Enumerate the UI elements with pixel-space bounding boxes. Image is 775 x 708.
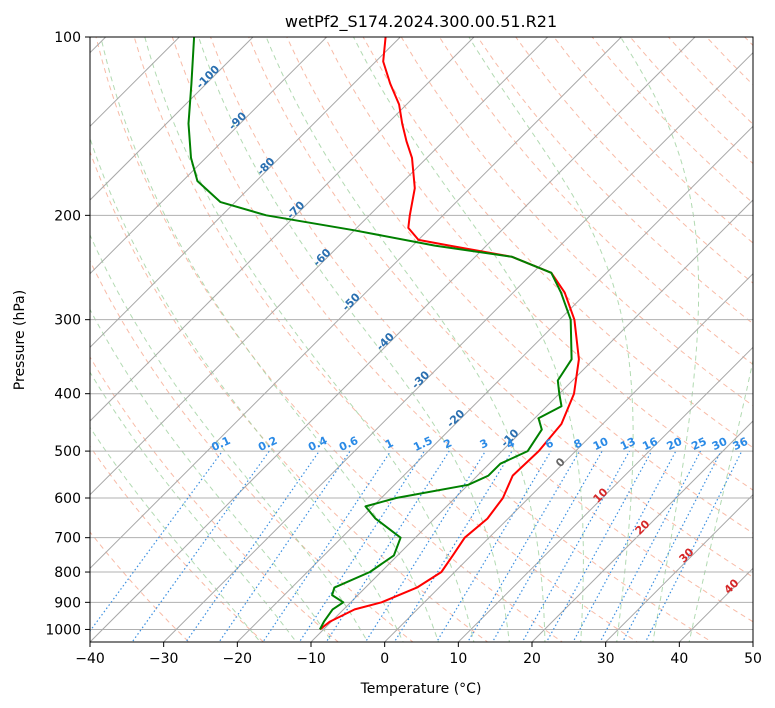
y-tick-label: 900: [54, 595, 81, 611]
plot-area: -100-90-80-70-60-50-40-30-20-100.1 0.2 0.4…: [89, 36, 754, 643]
x-tick-label: 10: [449, 651, 467, 667]
mixing-ratio-label: 36: [731, 435, 751, 453]
x-tick-label: 50: [744, 651, 762, 667]
dry-adiabat-line: [438, 37, 753, 366]
y-tick-label: 700: [54, 531, 81, 547]
mixing-ratio-label: 25: [689, 435, 708, 453]
y-axis-label: Pressure (hPa): [12, 290, 28, 390]
y-tick-label: 200: [54, 208, 81, 224]
x-tick-label: −10: [296, 651, 326, 667]
isotherm-line: [90, 37, 254, 201]
isotherm-line: [605, 493, 753, 642]
y-tick-label: 300: [54, 313, 81, 329]
moist-adiabat-line: [100, 37, 440, 642]
mixing-ratio-label: 13: [618, 435, 637, 453]
isotherm-line: [90, 37, 475, 422]
y-tick-label: 400: [54, 387, 81, 403]
x-tick-label: 0: [380, 651, 389, 667]
mixing-ratio-line: [491, 450, 603, 642]
isotherm-line: [90, 37, 401, 349]
mixing-ratio-line: [185, 450, 320, 642]
y-tick-label: 800: [54, 565, 81, 581]
plot-frame: [89, 36, 754, 643]
dry-adiabat-line: [90, 259, 414, 642]
isotherm-line: [310, 199, 753, 642]
y-tick-label: 100: [54, 30, 81, 46]
series-group: [187, 37, 580, 631]
y-tick-label: 500: [54, 444, 81, 460]
mixing-ratio-line: [644, 450, 743, 642]
axis-ticks: −40 −30 −20 −10 0 10 20 30 40 50 1000 900 800 700 600 5…: [45, 30, 762, 667]
isotherm-line: [163, 51, 753, 642]
mixing-ratio-label: 20: [665, 435, 685, 453]
mixing-ratio-line: [262, 450, 392, 642]
background-lines: [90, 37, 753, 642]
dry-adiabat-line: [95, 37, 564, 642]
isotherm-line: [90, 37, 696, 642]
isotherm-line: [531, 420, 753, 642]
x-tick-label: 20: [523, 651, 541, 667]
dry-adiabat-line: [400, 37, 753, 407]
isotherm-line: [90, 37, 328, 275]
isotherm-line: [90, 37, 622, 570]
temperature-trace: [319, 37, 580, 631]
mixing-ratio-line: [545, 450, 653, 642]
mixing-ratio-line: [521, 450, 631, 642]
x-axis-label: Temperature (°C): [360, 681, 482, 697]
mixing-ratio-line: [298, 450, 425, 642]
isotherm-line: [457, 346, 753, 642]
mixing-ratio-line: [435, 450, 552, 642]
mixing-ratio-label: 10: [591, 435, 611, 453]
y-tick-label: 600: [54, 491, 81, 507]
x-tick-label: −40: [75, 651, 105, 667]
isobar-grid: [90, 37, 753, 630]
isotherm-line: [90, 37, 549, 496]
x-tick-label: −20: [223, 651, 253, 667]
x-tick-label: −30: [149, 651, 179, 667]
dewpoint-trace: [187, 37, 573, 630]
x-tick-label: 40: [670, 651, 688, 667]
x-tick-label: 30: [597, 651, 615, 667]
isotherm-grid: [90, 37, 753, 642]
mixing-ratio-line: [325, 450, 450, 642]
mixing-ratio-line: [131, 450, 270, 642]
mixing-ratio-line: [218, 450, 351, 642]
chart-title: wetPf2_S174.2024.300.00.51.R21: [285, 12, 557, 32]
mixing-ratio-label: 30: [710, 435, 730, 453]
dry-adiabat-line: [90, 150, 489, 642]
dry-adiabat-line: [324, 37, 753, 491]
isotherm-line: [236, 125, 753, 642]
y-tick-label: 1000: [45, 622, 81, 638]
dry-adiabat-line: [133, 37, 638, 642]
mixing-ratio-lines: [90, 450, 743, 642]
moist-adiabat-line: [144, 37, 475, 642]
dry-adiabat-line: [90, 356, 339, 642]
isotherm-line: [384, 272, 753, 642]
mixing-ratio-label: 16: [640, 435, 660, 453]
